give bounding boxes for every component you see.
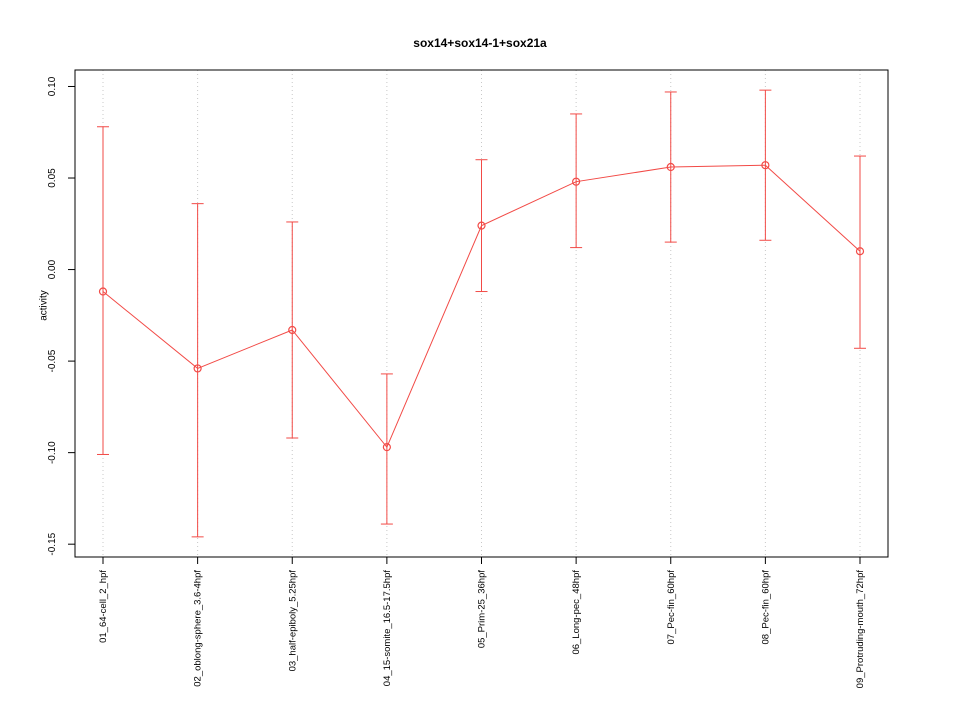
x-tick-label: 09_Protruding-mouth_72hpf [855,570,866,689]
data-point [98,287,108,296]
x-tick-label: 02_oblong-sphere_3.6-4hpf [193,570,204,687]
y-tick-label: -0.15 [47,532,58,555]
y-tick-label: -0.05 [47,349,58,372]
chart-title: sox14+sox14-1+sox21a [413,36,547,50]
y-tick-label: 0.05 [47,168,58,188]
data-point [855,247,865,256]
x-tick-label: 04_15-somite_16.5-17.5hpf [382,570,393,687]
data-point [382,443,391,452]
data-point [288,325,297,335]
series-line [102,164,861,449]
x-tick-label: 08_Pec-fin_60hpf [760,570,771,645]
y-tick-label: 0.10 [47,76,58,96]
x-tick-label: 06_Long-pec_48hpf [571,570,582,655]
data-point [193,364,202,373]
data-point [477,221,486,230]
y-tick-label: 0.00 [47,259,58,279]
data-point [666,162,675,172]
x-tick-label: 03_half-epiboly_5.25hpf [287,570,298,672]
data-point [572,177,581,186]
x-tick-label: 07_Pec-fin_60hpf [666,570,677,645]
y-tick-label: -0.10 [47,441,58,464]
plot-border [74,69,889,558]
data-point [761,161,770,170]
x-tick-label: 05_Prim-25_36hpf [477,570,488,649]
x-tick-label: 01_64-cell_2_hpf [98,570,109,643]
